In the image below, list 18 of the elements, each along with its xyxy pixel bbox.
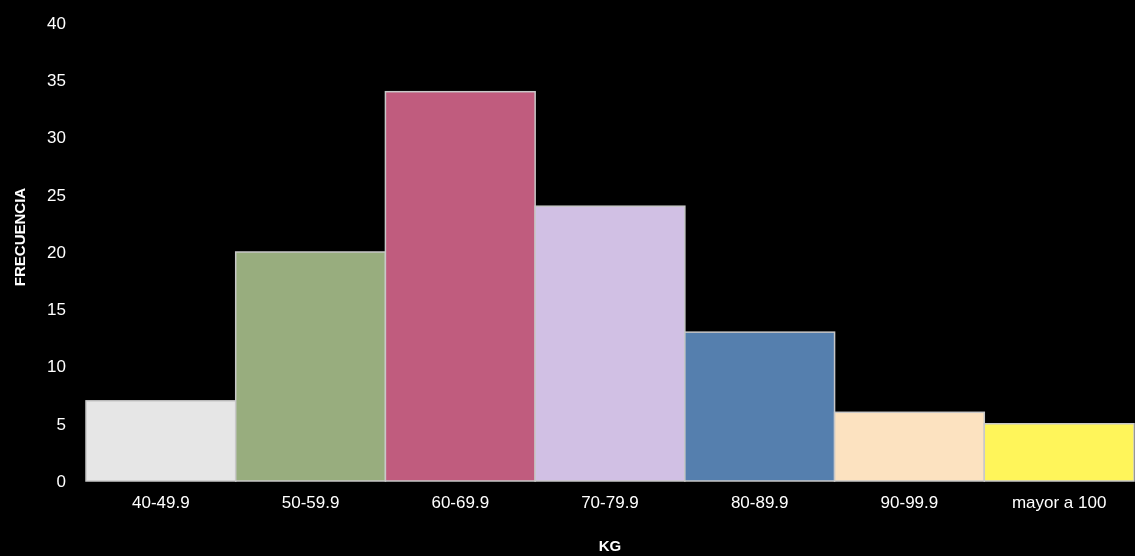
y-tick-label: 30 — [47, 128, 66, 148]
x-tick-label: 90-99.9 — [880, 493, 939, 512]
x-tick-label: 70-79.9 — [581, 493, 639, 512]
y-tick-label: 20 — [47, 242, 66, 262]
x-axis-title: KG — [598, 537, 622, 554]
x-tick-label: 40-49.9 — [132, 493, 190, 512]
y-tick-label: 25 — [47, 185, 66, 205]
x-tick-label: 60-69.9 — [431, 493, 490, 512]
y-tick-label: 35 — [47, 71, 66, 91]
y-tick-label: 5 — [56, 414, 66, 434]
y-tick-label: 40 — [47, 13, 66, 33]
y-axis-title: FRECUENCIA — [11, 187, 28, 287]
x-tick-label: 80-89.9 — [730, 493, 789, 512]
x-tick-label: mayor a 100 — [1011, 493, 1107, 512]
x-tick-label: 50-59.9 — [281, 493, 340, 512]
y-tick-label: 0 — [56, 471, 66, 491]
y-tick-label: 15 — [47, 300, 66, 320]
y-tick-label: 10 — [47, 357, 66, 377]
